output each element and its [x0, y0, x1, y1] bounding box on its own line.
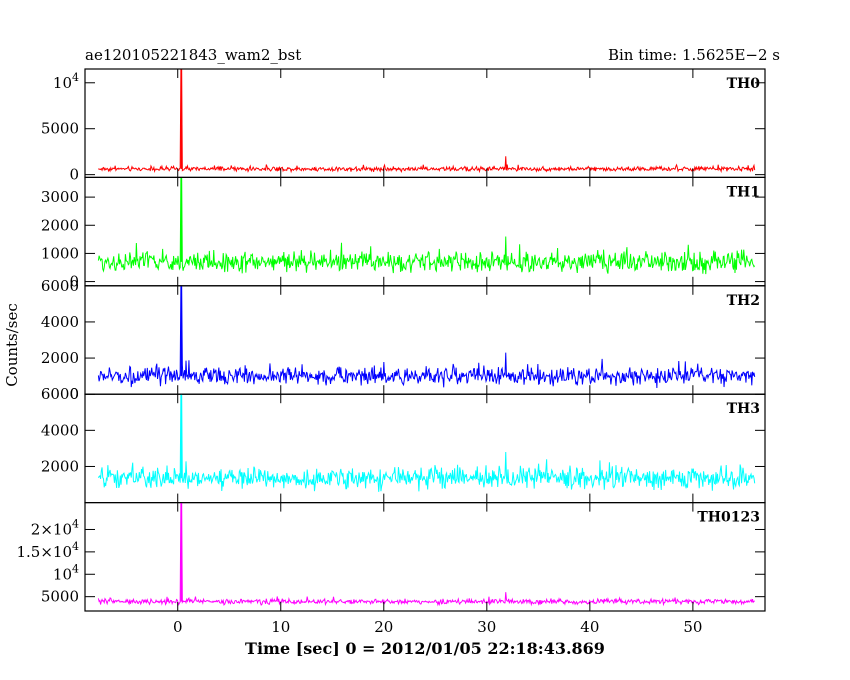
y-tick-label: 104: [53, 562, 79, 583]
x-tick-label: 0: [173, 618, 183, 636]
y-tick-label: 2×104: [31, 517, 79, 538]
y-axis-title: Counts/sec: [3, 303, 21, 387]
panel-stack: 0 5000 104 TH0 0 1000 2000 3000 TH1 0 2000 4000 6000…: [16, 68, 766, 612]
x-tick-label: 20: [374, 618, 393, 636]
y-tick-label: 6000: [41, 385, 79, 403]
x-tick-label: 50: [683, 618, 702, 636]
series-th0-line: [98, 69, 756, 174]
panel-label: TH2: [727, 293, 760, 309]
y-tick-label: 3000: [41, 188, 79, 206]
y-tick-label: 104: [53, 71, 79, 92]
series-th1-line: [97, 177, 756, 275]
panel-th1: 0 1000 2000 3000 TH1: [41, 176, 766, 291]
panel-th0: 0 5000 104 TH0: [41, 68, 766, 184]
series-th3-line: [97, 394, 756, 492]
x-tick-label: 30: [477, 618, 496, 636]
y-tick-label: 0: [69, 166, 79, 184]
series-th2-line: [97, 285, 756, 388]
panel-th3: 2000 4000 6000 TH3: [41, 385, 766, 504]
x-axis: 0 10 20 30 40 50: [173, 618, 702, 636]
panel-label: TH0123: [697, 510, 760, 526]
y-tick-label: 2000: [41, 349, 79, 367]
bin-time-label: Bin time: 1.5625E−2 s: [608, 46, 780, 64]
x-tick-label: 40: [580, 618, 599, 636]
y-tick-label: 2000: [41, 457, 79, 475]
y-tick-label: 0: [69, 273, 79, 291]
panel-frame: [84, 68, 766, 179]
y-tick-label: 4000: [41, 421, 79, 439]
panel-label: TH3: [727, 401, 760, 417]
y-tick-label: 1000: [41, 244, 79, 262]
y-tick-label: 4000: [41, 313, 79, 331]
y-tick-label: 1.5×104: [16, 540, 79, 561]
panel-label: TH1: [727, 184, 760, 200]
y-tick-label: 6000: [41, 277, 79, 295]
y-tick-label: 0: [69, 385, 79, 403]
x-tick-label: 10: [271, 618, 290, 636]
y-tick-label: 2000: [41, 216, 79, 234]
series-th0123-line: [97, 502, 755, 607]
panel-th2: 0 2000 4000 6000 TH2: [41, 277, 766, 403]
panel-frame: [84, 502, 766, 612]
chart-title: ae120105221843_wam2_bst: [85, 46, 301, 64]
x-axis-title: Time [sec] 0 = 2012/01/05 22:18:43.869: [245, 639, 605, 658]
panel-label: TH0: [727, 76, 761, 92]
y-tick-label: 5000: [41, 588, 79, 606]
y-tick-label: 5000: [41, 120, 79, 138]
panel-frame: [84, 393, 766, 504]
